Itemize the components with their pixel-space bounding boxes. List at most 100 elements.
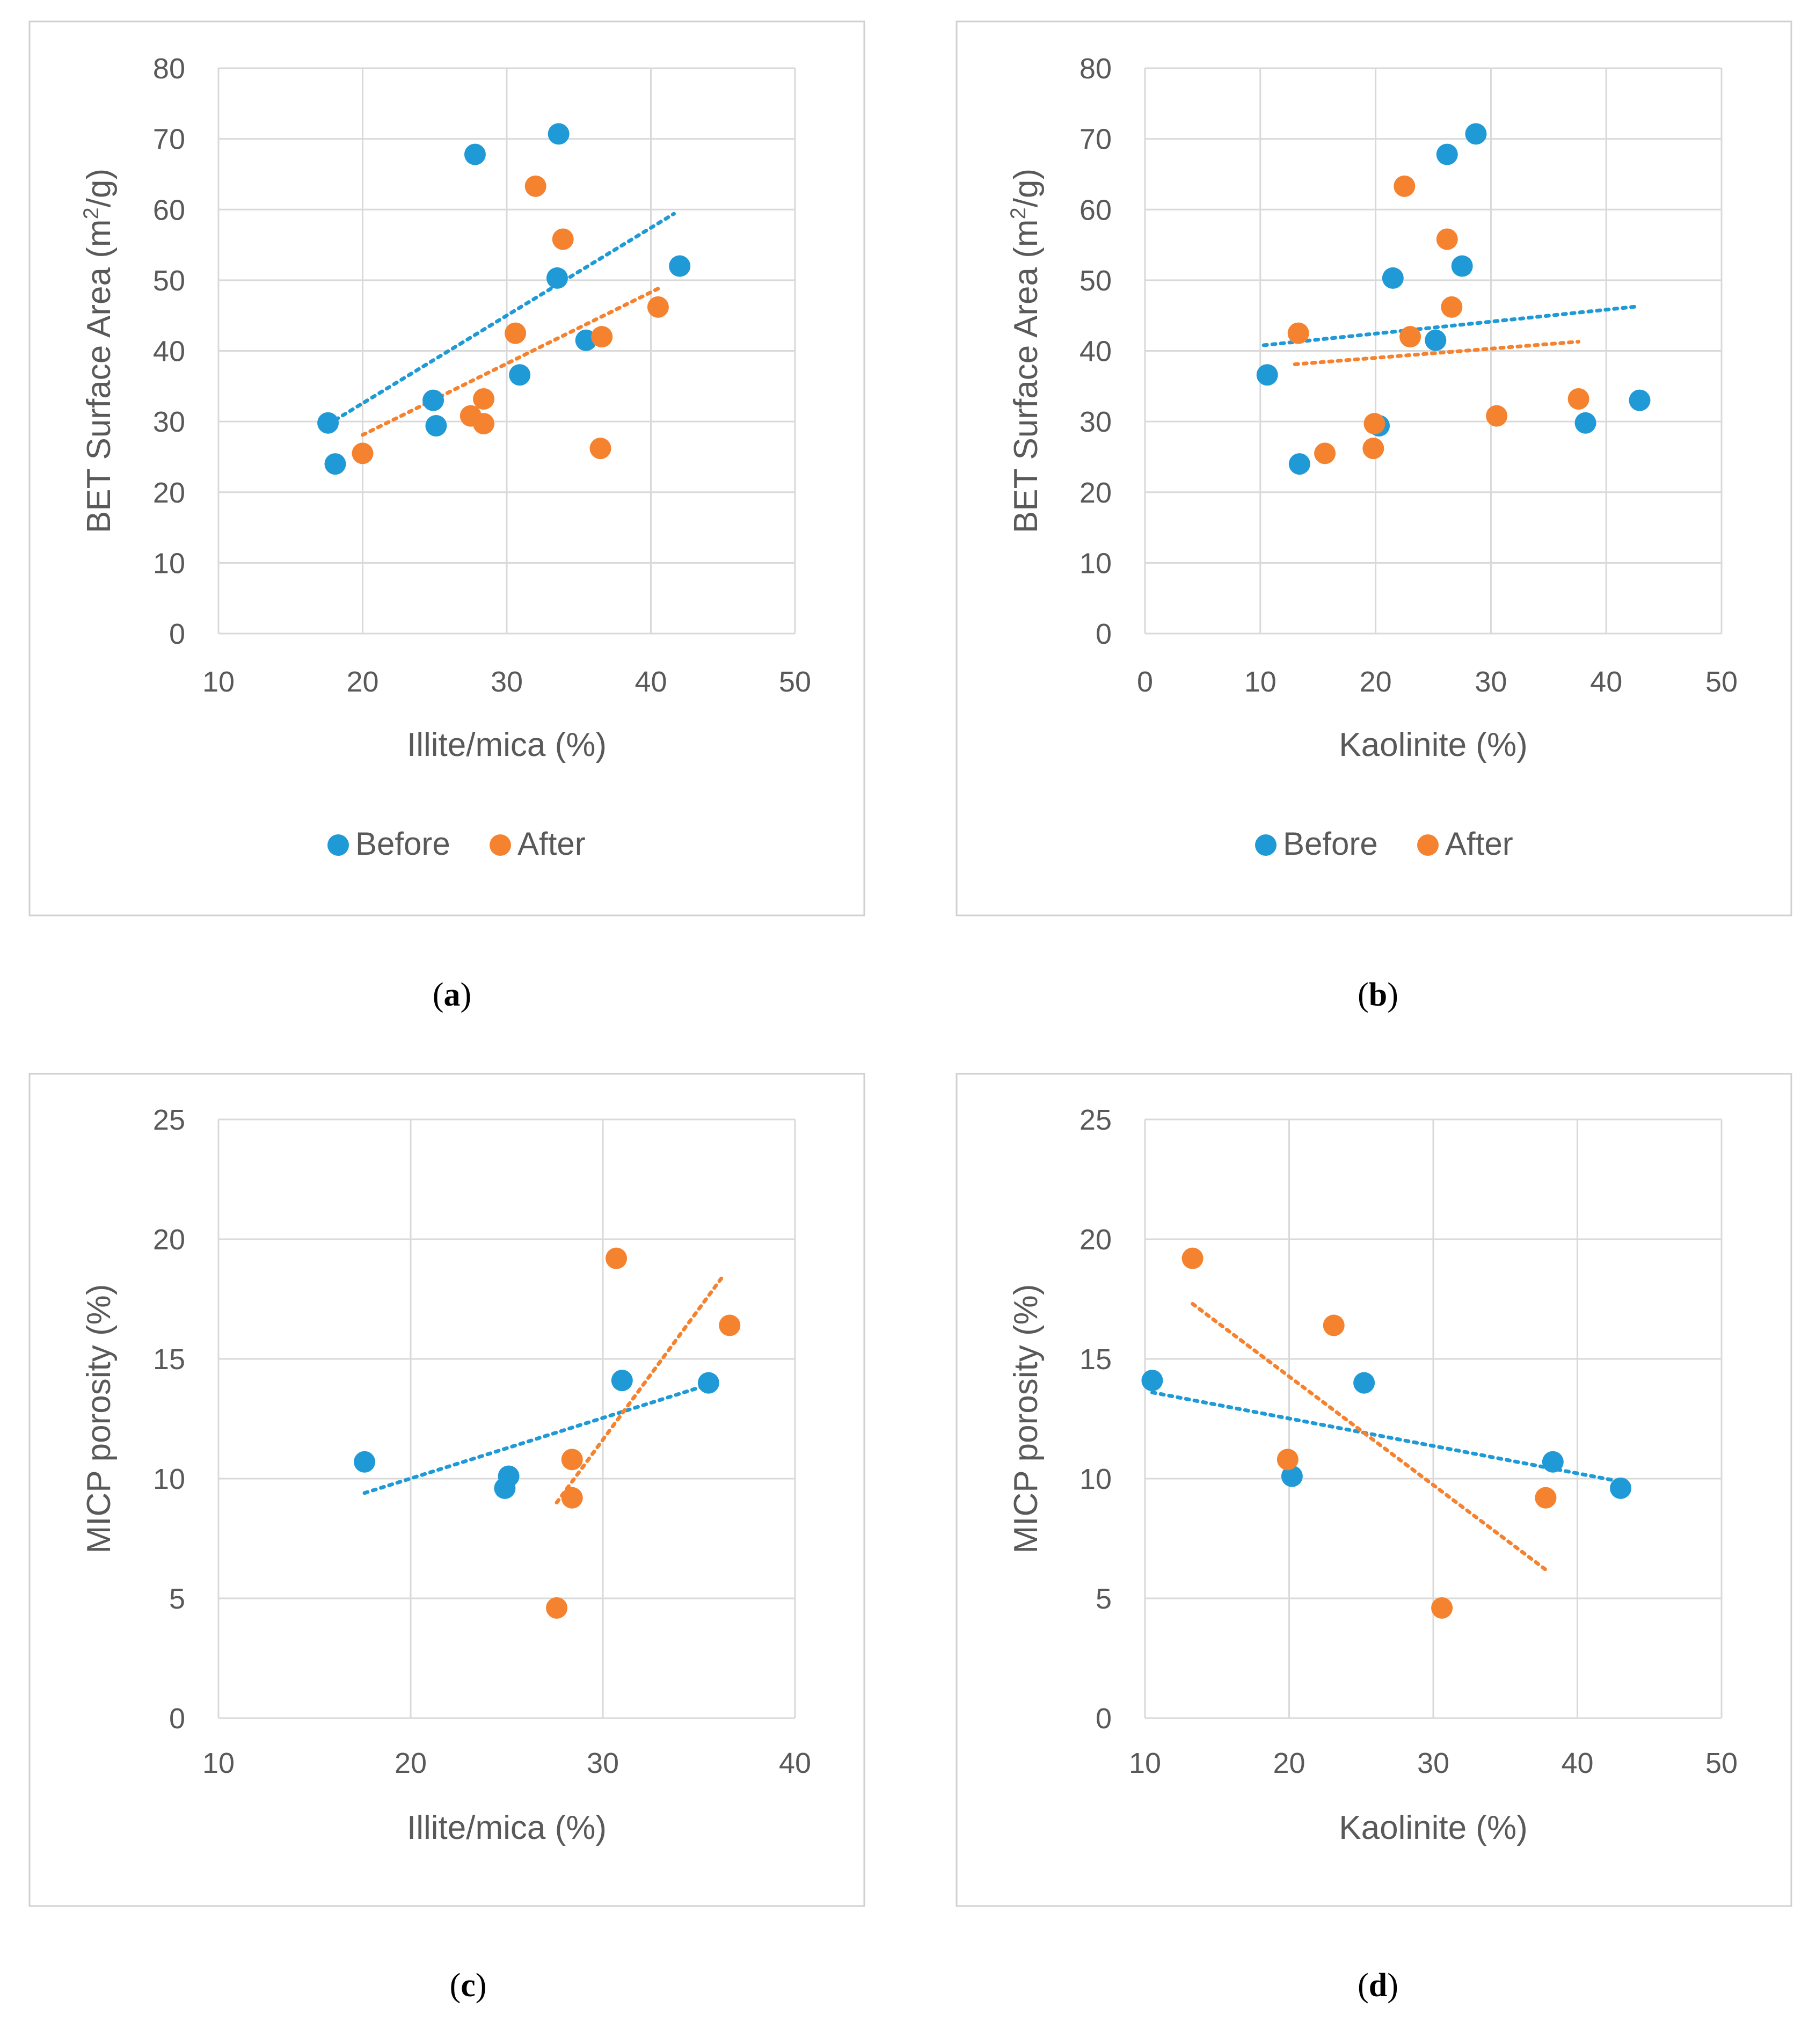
- y-axis-title-main: MICP porosity (%): [1008, 1284, 1045, 1554]
- panel-caption-a: (a): [433, 977, 471, 1013]
- chart-panel-d: 051015202510 20 30 40 50Kaolinite (%)MICP po…: [957, 1074, 1791, 2004]
- data-point-after: [552, 229, 574, 250]
- data-point-after: [1363, 413, 1385, 434]
- legend-label-after: After: [1445, 826, 1513, 862]
- x-tick-label: 10: [202, 666, 235, 698]
- y-axis-title-main: MICP porosity (%): [81, 1284, 118, 1554]
- y-tick-label: 10: [153, 1463, 185, 1495]
- data-point-after: [1441, 296, 1462, 318]
- y-tick-label: 60: [1080, 194, 1112, 226]
- y-axis-title-tail: /g): [1008, 169, 1045, 207]
- data-point-before: [1629, 390, 1650, 411]
- y-tick-label: 0: [169, 1703, 185, 1735]
- x-axis-title: Illite/mica (%): [407, 1809, 607, 1846]
- x-tick-label: 10: [1244, 666, 1277, 698]
- caption-letter: c: [461, 1967, 476, 2004]
- panel-caption-d: (d): [1358, 1967, 1398, 2004]
- data-point-after: [1399, 326, 1421, 347]
- data-point-after: [505, 323, 526, 344]
- caption-letter: a: [444, 977, 461, 1013]
- data-point-after: [473, 388, 494, 410]
- x-tick-label: 0: [1137, 666, 1153, 698]
- data-point-before: [425, 415, 447, 437]
- y-tick-label: 50: [153, 265, 185, 297]
- y-tick-label: 5: [1096, 1583, 1112, 1615]
- x-tick-label: 10: [202, 1747, 235, 1779]
- data-point-before: [1141, 1370, 1163, 1391]
- data-point-before: [324, 453, 346, 475]
- data-point-after: [525, 176, 546, 197]
- data-point-before: [546, 267, 568, 289]
- data-point-before: [1436, 144, 1458, 165]
- y-tick-label: 20: [1080, 477, 1112, 509]
- caption-close-paren: ): [461, 977, 472, 1013]
- y-tick-label: 30: [1080, 406, 1112, 438]
- legend-label-after: After: [517, 826, 586, 862]
- data-point-before: [1542, 1451, 1564, 1473]
- x-tick-label: 40: [634, 666, 667, 698]
- x-tick-label: 20: [1360, 666, 1392, 698]
- y-axis-title-main: BET Surface Area (m: [81, 219, 118, 533]
- chart-frame: [30, 21, 864, 915]
- data-point-after: [1535, 1487, 1556, 1509]
- legend-label-before: Before: [1283, 826, 1378, 862]
- y-tick-label: 0: [169, 618, 185, 650]
- data-point-before: [464, 144, 486, 165]
- data-point-before: [509, 364, 530, 385]
- data-point-before: [317, 412, 339, 434]
- data-point-after: [1323, 1315, 1345, 1336]
- x-tick-label: 30: [587, 1747, 619, 1779]
- y-tick-label: 70: [1080, 123, 1112, 156]
- y-tick-label: 40: [1080, 336, 1112, 368]
- data-point-after: [561, 1487, 583, 1509]
- caption-open-paren: (: [450, 1967, 461, 2004]
- caption-close-paren: ): [1387, 1967, 1398, 2004]
- data-point-after: [1277, 1449, 1299, 1470]
- caption-close-paren: ): [1387, 977, 1398, 1013]
- legend-label-before: Before: [355, 826, 450, 862]
- legend-marker-before: [327, 834, 349, 856]
- x-tick-label: 50: [1705, 666, 1738, 698]
- data-point-after: [1182, 1248, 1204, 1269]
- data-point-after: [590, 438, 611, 459]
- y-tick-label: 25: [153, 1104, 185, 1136]
- y-axis-title-main: BET Surface Area (m: [1008, 219, 1045, 533]
- x-tick-label: 50: [1705, 1747, 1738, 1779]
- data-point-before: [1425, 330, 1446, 351]
- y-tick-label: 30: [153, 406, 185, 438]
- data-point-after: [561, 1449, 583, 1470]
- data-point-after: [1288, 323, 1309, 344]
- x-tick-label: 40: [1590, 666, 1622, 698]
- y-tick-label: 5: [169, 1583, 185, 1615]
- figure: 0102030405060708010 20 30 40 50Illite/mica (…: [0, 0, 1816, 2044]
- x-tick-label: 20: [1273, 1747, 1305, 1779]
- y-tick-label: 40: [153, 336, 185, 368]
- data-point-after: [1314, 442, 1336, 464]
- y-axis-title-superscript: 2: [1007, 207, 1030, 219]
- data-point-before: [354, 1451, 375, 1473]
- data-point-after: [473, 413, 494, 434]
- caption-open-paren: (: [433, 977, 444, 1013]
- panel-caption-b: (b): [1358, 977, 1398, 1013]
- x-tick-label: 30: [1417, 1747, 1449, 1779]
- chart-panel-c: 051015202510 20 30 40Illite/mica (%)MICP po…: [30, 1074, 864, 2004]
- x-axis-title: Kaolinite (%): [1339, 1809, 1527, 1846]
- y-axis-title: MICP porosity (%): [81, 1284, 118, 1554]
- data-point-before: [1289, 453, 1310, 475]
- y-tick-label: 20: [1080, 1224, 1112, 1256]
- data-point-before: [1382, 267, 1404, 289]
- y-tick-label: 50: [1080, 265, 1112, 297]
- y-tick-label: 0: [1096, 618, 1112, 650]
- y-axis-title: BET Surface Area (m2/g): [1007, 169, 1045, 533]
- y-tick-label: 10: [1080, 1463, 1112, 1495]
- data-point-before: [611, 1370, 633, 1391]
- y-axis-title-superscript: 2: [79, 207, 103, 219]
- data-point-after: [1362, 438, 1384, 459]
- data-point-after: [352, 442, 374, 464]
- x-tick-label: 30: [1475, 666, 1507, 698]
- chart-panel-a: 0102030405060708010 20 30 40 50Illite/mica (…: [30, 21, 864, 1013]
- data-point-before: [1465, 123, 1486, 144]
- data-point-after: [591, 326, 612, 347]
- y-tick-label: 20: [153, 1224, 185, 1256]
- legend-marker-after: [490, 834, 511, 856]
